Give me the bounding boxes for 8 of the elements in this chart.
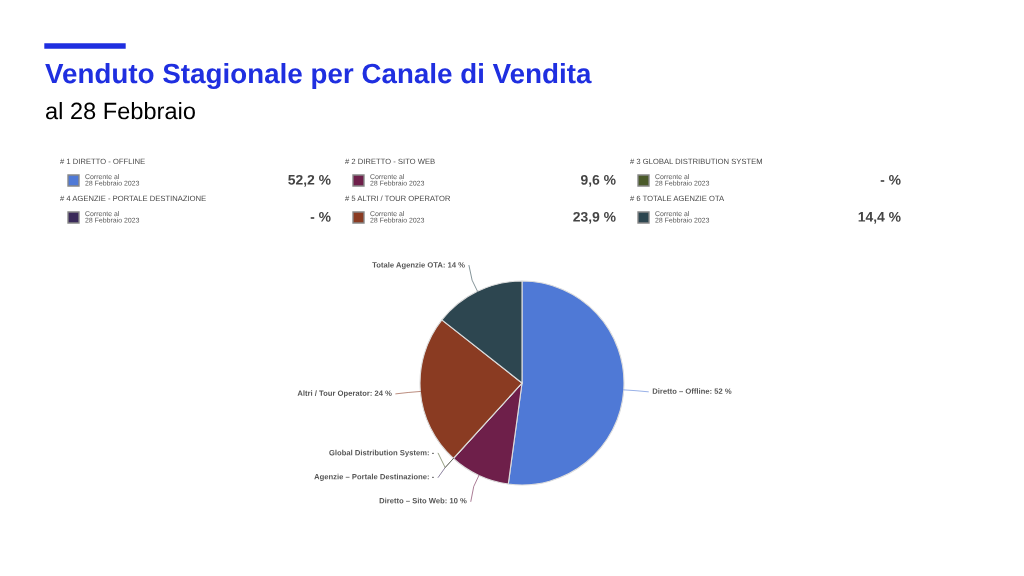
text: 9,6 % [580, 174, 616, 187]
text: - % [310, 211, 331, 222]
text: al 28 Febbraio [46, 102, 195, 120]
text: 52,2 % [288, 174, 331, 187]
text: 23,9 % [573, 211, 616, 224]
text: 14,4 % [858, 211, 901, 224]
text: - % [880, 174, 901, 185]
text: Venduto Stagionale per Canale di Vendita [45, 62, 592, 90]
